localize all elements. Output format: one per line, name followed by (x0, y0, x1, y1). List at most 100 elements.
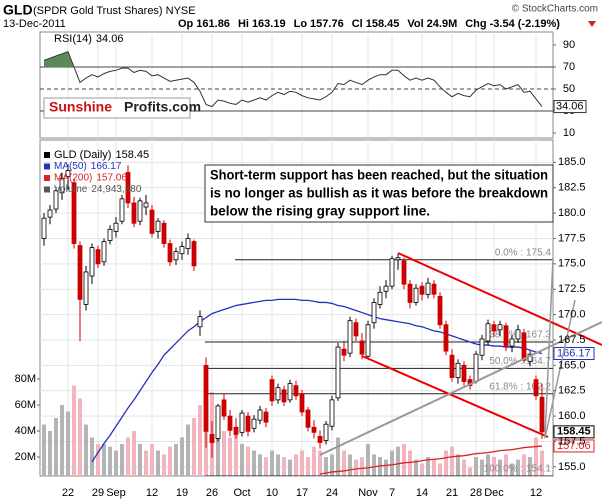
candle-body (89, 247, 95, 277)
candle-body (395, 257, 401, 261)
volume-bar (42, 424, 46, 476)
volume-bar (312, 446, 316, 476)
legend-swatch (44, 152, 50, 158)
annotation: is no longer as bullish as it was before… (210, 185, 548, 201)
candle-body (149, 209, 155, 234)
candle-body (473, 353, 479, 382)
fib-label: 100.0% : 154.1 (484, 464, 552, 475)
candle-body (323, 423, 329, 441)
y-tick-label: 155.0 (558, 461, 586, 473)
x-tick-label: Sep (106, 487, 126, 499)
candle-body (203, 364, 209, 432)
gray-line (544, 257, 554, 439)
volume-tick-label: 40M (15, 425, 36, 437)
candle-body (275, 387, 281, 401)
candle-body (251, 418, 257, 429)
last-value-box (553, 439, 595, 453)
volume-bar (186, 424, 190, 476)
volume-bar (300, 450, 304, 476)
ticker: GLD (3, 2, 33, 18)
volume-bar (372, 454, 376, 476)
subtitle: (SPDR Gold Trust Shares) NYSE (33, 5, 196, 17)
volume-tick-label: 20M (15, 451, 36, 463)
quote-value: 24.9M (427, 18, 458, 30)
candle-body (269, 379, 275, 402)
candle-body (47, 209, 53, 218)
brand-second: Profits.com (124, 99, 201, 115)
volume-bar (342, 450, 346, 476)
candle-body (113, 222, 119, 232)
volume-bar (438, 463, 442, 476)
candle-body (215, 405, 221, 439)
quote-label: Op (178, 18, 194, 30)
volume-bar (114, 450, 118, 476)
candle-body (485, 323, 491, 342)
y-tick-label: 177.5 (558, 232, 586, 244)
candle-body (131, 202, 137, 224)
volume-bar (360, 457, 364, 476)
volume-bar (528, 457, 532, 476)
candle-body (95, 249, 101, 265)
candle-body (515, 329, 521, 340)
candle-body (455, 362, 461, 378)
volume-bar (198, 405, 202, 476)
candle-body (353, 322, 359, 337)
candle-body (539, 396, 545, 433)
candle-body (41, 217, 47, 239)
volume-bar (246, 446, 250, 476)
quote-label: Vol (407, 18, 423, 30)
volume-bar (540, 450, 544, 476)
volume-bar (408, 450, 412, 476)
volume-bar (294, 454, 298, 476)
quote-label: Hi (238, 18, 249, 30)
volume-bar (282, 457, 286, 476)
quote-value: 163.19 (252, 18, 286, 30)
last-value-label: 157.06 (557, 440, 591, 452)
candle-body (119, 198, 125, 222)
volume-bar (402, 444, 406, 476)
y-tick-label: 157.5 (558, 435, 586, 447)
candle-body (167, 243, 173, 263)
volume-bar (108, 446, 112, 476)
x-tick-label: 28 (470, 487, 482, 499)
volume-bar (354, 459, 358, 476)
gray-line (544, 299, 576, 439)
volume-bar (156, 450, 160, 476)
candle-body (413, 287, 419, 303)
legend-name: GLD (Daily) (54, 149, 111, 161)
candle-body (77, 245, 83, 300)
candle-body (173, 251, 179, 261)
volume-bar (390, 450, 394, 476)
candle-body (491, 324, 497, 332)
candle-body (191, 241, 197, 267)
x-tick-label: 26 (206, 487, 218, 499)
volume-bar (426, 457, 430, 476)
candle-body (101, 241, 107, 263)
volume-bar (78, 398, 82, 476)
volume-bar (318, 450, 322, 476)
volume-bar (456, 454, 460, 476)
candle-body (449, 354, 455, 378)
candle-body (317, 436, 323, 443)
candle-body (125, 172, 131, 204)
fib-label: 61.8% : 162.2 (489, 381, 551, 392)
volume-bar (96, 444, 100, 476)
candle-body (533, 379, 539, 397)
candle-body (299, 393, 305, 413)
volume-bar (168, 446, 172, 476)
rsi-legend-value: 34.06 (96, 33, 124, 45)
candle-body (257, 409, 263, 421)
quote-value: 161.86 (196, 18, 230, 30)
y-tick-label: 182.5 (558, 182, 586, 194)
volume-bar (192, 418, 196, 476)
candle-body (521, 332, 527, 361)
candle-body (179, 246, 185, 255)
volume-bar (72, 385, 76, 476)
candle-body (221, 399, 227, 417)
rsi-last-box (553, 100, 587, 114)
volume-bar (480, 459, 484, 476)
x-tick-label: 12 (146, 487, 158, 499)
y-tick-label: 175.0 (558, 258, 586, 270)
moving-average (319, 445, 543, 475)
